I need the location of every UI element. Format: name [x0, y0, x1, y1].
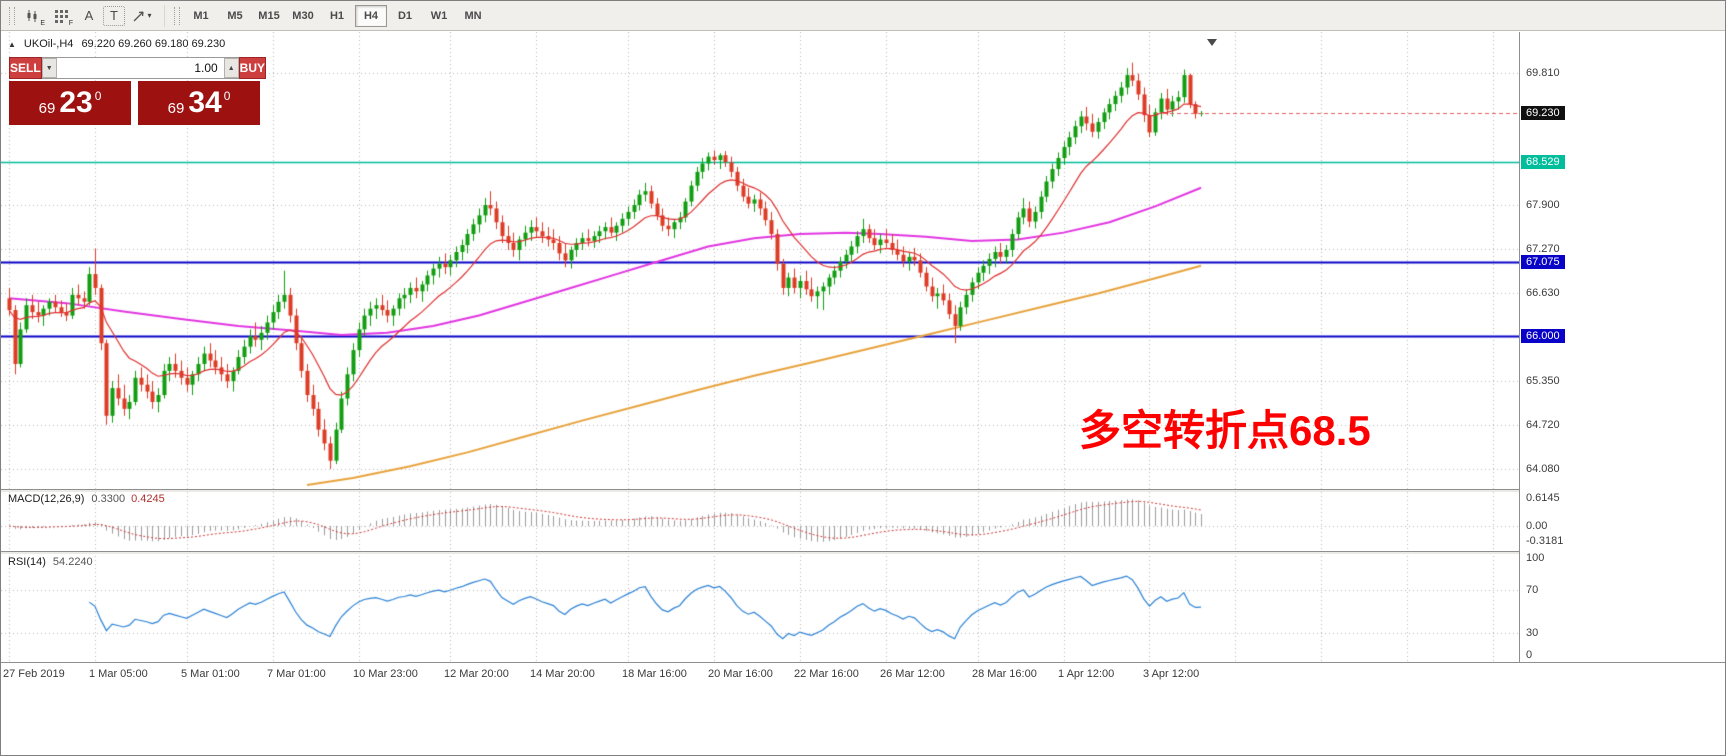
time-axis-label: 10 Mar 23:00 — [353, 668, 418, 680]
current-price-badge: 69.230 — [1521, 106, 1565, 120]
macd-scale-label: -0.3181 — [1526, 535, 1564, 547]
volume-increase-button[interactable]: ▲ — [223, 58, 239, 78]
letter-a-glyph: A — [84, 8, 94, 23]
dropdown-caret-icon: ▾ — [147, 11, 152, 20]
level-price-badge: 66.000 — [1521, 329, 1565, 343]
time-axis-label: 27 Feb 2019 — [3, 668, 65, 680]
text-label-icon[interactable]: A — [75, 4, 103, 28]
quote-boxes: 69 23 0 69 34 0 — [9, 81, 265, 125]
toolbar-drag-handle[interactable] — [174, 6, 180, 25]
price-chart-canvas[interactable] — [1, 32, 1519, 662]
timeframe-button-h4[interactable]: H4 — [355, 4, 387, 27]
rsi-scale-label: 0 — [1526, 649, 1533, 661]
rsi-header: RSI(14) 54.2240 — [8, 556, 93, 568]
sell-price-box[interactable]: 69 23 0 — [9, 81, 131, 125]
price-scale-label: 67.900 — [1526, 199, 1560, 211]
grid-f-icon[interactable]: F — [47, 4, 75, 28]
price-scale-label: 64.080 — [1526, 463, 1560, 475]
rsi-title: RSI(14) — [8, 556, 46, 568]
time-axis-label: 3 Apr 12:00 — [1143, 668, 1200, 680]
macd-main-value: 0.3300 — [91, 493, 126, 505]
time-axis-label: 26 Mar 12:00 — [880, 668, 945, 680]
ask-pips: 34 — [188, 86, 222, 119]
buy-price-box[interactable]: 69 34 0 — [138, 81, 260, 125]
buy-button[interactable]: BUY — [238, 57, 267, 79]
chart-shift-marker-icon[interactable] — [1207, 39, 1217, 46]
chart-ohlc-values: 69.220 69.260 69.180 69.230 — [81, 38, 226, 50]
letter-t-glyph: T — [110, 8, 118, 23]
time-axis-label: 22 Mar 16:00 — [794, 668, 859, 680]
pane-separator[interactable] — [1, 489, 1725, 492]
timeframe-button-w1[interactable]: W1 — [430, 9, 448, 22]
sell-button[interactable]: SELL — [9, 57, 42, 79]
price-scale-label: 69.810 — [1526, 67, 1560, 79]
price-scale[interactable]: 69.810 69.230 68.529 67.900 67.270 67.075 66.6… — [1519, 32, 1725, 662]
timeframe-group: M1 M5 M15 M30 H1 H4 D1 W1 MN — [184, 4, 490, 27]
bid-pips: 23 — [59, 86, 93, 119]
rsi-scale-label: 30 — [1526, 627, 1539, 639]
macd-header: MACD(12,26,9) 0.3300 0.4245 — [8, 493, 165, 505]
cursor-tool-icon[interactable]: ▾ — [125, 4, 159, 28]
timeframe-button-m30[interactable]: M30 — [292, 9, 314, 22]
icon-subscript: F — [68, 19, 73, 27]
grid-glyph-icon — [55, 9, 68, 23]
macd-scale-label: 0.6145 — [1526, 492, 1560, 504]
timeframe-button-m15[interactable]: M15 — [258, 9, 280, 22]
time-axis-label: 14 Mar 20:00 — [530, 668, 595, 680]
time-axis-label: 7 Mar 01:00 — [267, 668, 326, 680]
price-scale-label: 67.270 — [1526, 243, 1560, 255]
text-box-icon[interactable]: T — [103, 5, 125, 26]
price-scale-label: 66.630 — [1526, 287, 1560, 299]
candlestick-glyph-icon — [27, 9, 37, 22]
price-scale-label: 65.350 — [1526, 375, 1560, 387]
volume-decrease-button[interactable]: ▼ — [41, 58, 57, 78]
chart-header: ▲ UKOil-,H4 69.220 69.260 69.180 69.230 — [8, 38, 225, 50]
timeframe-button-mn[interactable]: MN — [464, 9, 482, 22]
rsi-scale-label: 70 — [1526, 584, 1539, 596]
toolbar-drag-handle[interactable] — [9, 6, 15, 25]
time-axis[interactable]: 27 Feb 2019 1 Mar 05:00 5 Mar 01:00 7 Mar 0… — [1, 662, 1725, 755]
timeframe-button-h1[interactable]: H1 — [329, 9, 345, 22]
time-axis-label: 20 Mar 16:00 — [708, 668, 773, 680]
toolbar-separator — [164, 4, 165, 27]
pane-separator[interactable] — [1, 551, 1725, 554]
toolbar: E F A T ▾ M1 M5 M15 M30 H1 H4 D1 W1 MN — [1, 1, 1725, 31]
macd-title: MACD(12,26,9) — [8, 493, 85, 505]
ask-fraction: 0 — [223, 89, 231, 103]
timeframe-button-d1[interactable]: D1 — [397, 9, 413, 22]
time-axis-label: 5 Mar 01:00 — [181, 668, 240, 680]
time-axis-label: 28 Mar 16:00 — [972, 668, 1037, 680]
timeframe-button-m1[interactable]: M1 — [193, 9, 209, 22]
level-price-badge: 67.075 — [1521, 255, 1565, 269]
chart-symbol-title: UKOil-,H4 — [23, 38, 74, 50]
volume-box: ▼ ▲ — [41, 57, 239, 79]
time-axis-label: 1 Mar 05:00 — [89, 668, 148, 680]
bid-fraction: 0 — [94, 89, 102, 103]
price-scale-label: 64.720 — [1526, 419, 1560, 431]
time-axis-label: 18 Mar 16:00 — [622, 668, 687, 680]
time-axis-label: 1 Apr 12:00 — [1058, 668, 1115, 680]
rsi-value: 54.2240 — [52, 556, 93, 568]
trend-arrow-glyph-icon — [134, 10, 145, 21]
chart-window: ▲ UKOil-,H4 69.220 69.260 69.180 69.230 … — [1, 32, 1725, 755]
rsi-scale-label: 100 — [1526, 552, 1545, 564]
macd-signal-value: 0.4245 — [131, 493, 165, 505]
time-axis-label: 12 Mar 20:00 — [444, 668, 509, 680]
ask-integer: 69 — [167, 99, 185, 117]
chart-ea-icon[interactable]: E — [19, 4, 47, 28]
chart-text-object[interactable]: 多空转折点68.5 — [1079, 407, 1371, 454]
macd-scale-label: 0.00 — [1526, 520, 1548, 532]
icon-subscript: E — [40, 19, 45, 27]
level-price-badge: 68.529 — [1521, 155, 1565, 169]
one-click-trade-panel: SELL ▼ ▲ BUY 69 23 0 69 34 0 — [9, 57, 267, 125]
one-click-toggle-icon[interactable]: ▲ — [8, 39, 16, 49]
bid-integer: 69 — [38, 99, 56, 117]
volume-input[interactable] — [56, 58, 224, 78]
timeframe-button-m5[interactable]: M5 — [227, 9, 243, 22]
trade-panel-row: SELL ▼ ▲ BUY — [9, 57, 267, 79]
